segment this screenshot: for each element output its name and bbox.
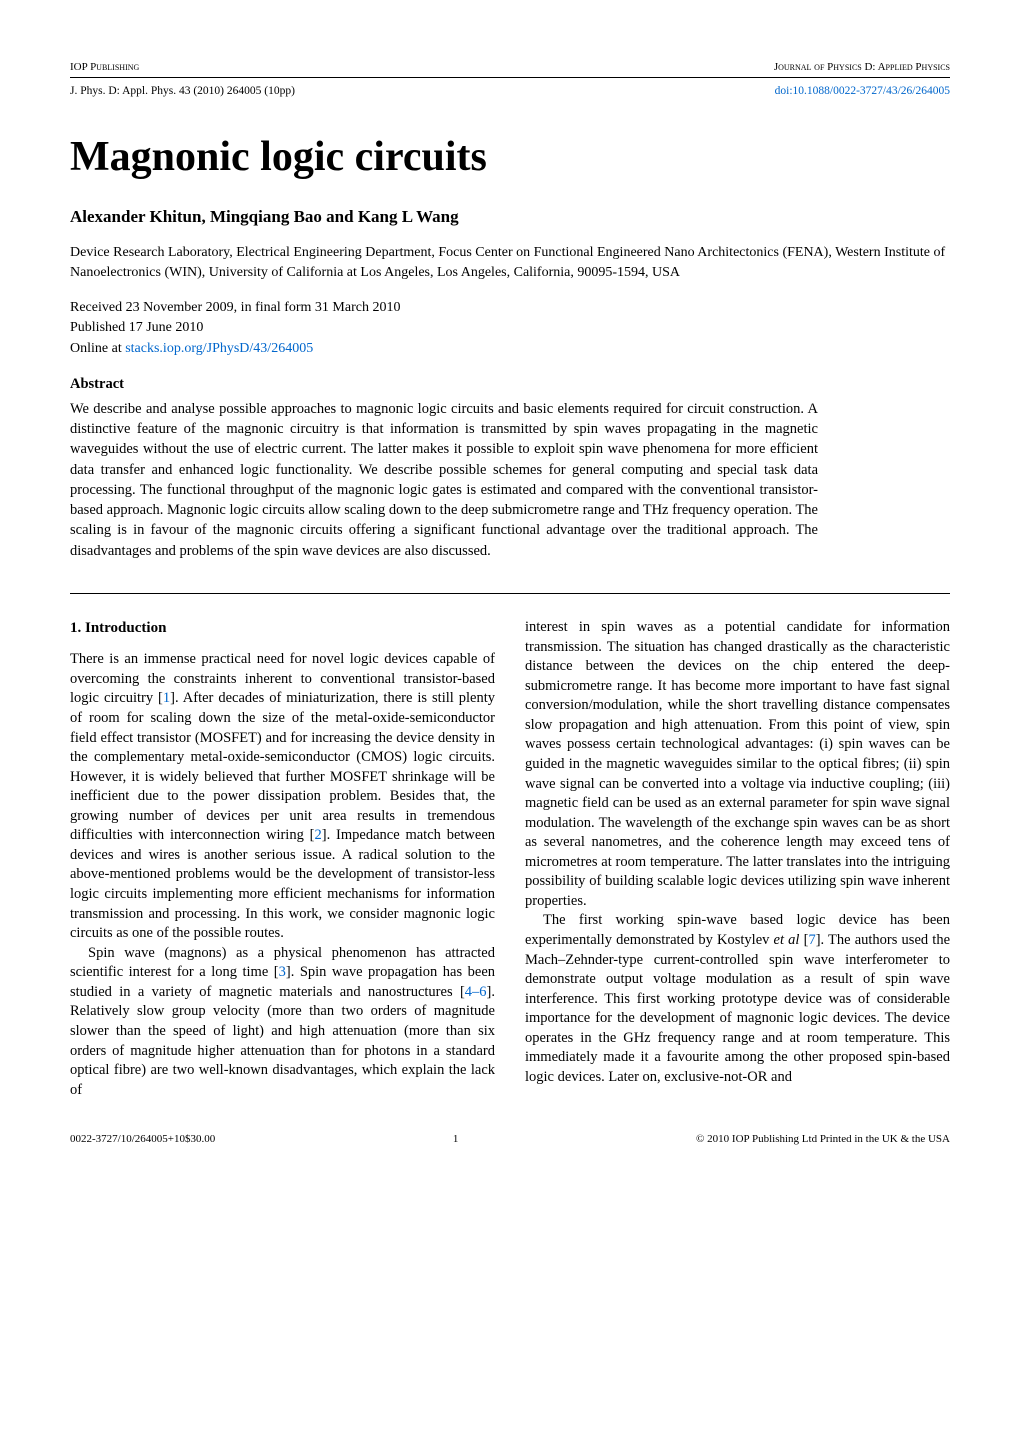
online-line: Online at stacks.iop.org/JPhysD/43/26400… xyxy=(70,339,950,359)
running-header: IOP Publishing Journal of Physics D: App… xyxy=(70,60,950,75)
publisher-name: IOP Publishing xyxy=(70,60,139,75)
affiliation: Device Research Laboratory, Electrical E… xyxy=(70,243,950,282)
received-date: Received 23 November 2009, in final form… xyxy=(70,298,950,318)
footer-left: 0022-3727/10/264005+10$30.00 xyxy=(70,1132,215,1147)
ref-link-4-6[interactable]: 4–6 xyxy=(465,984,487,1000)
abstract-heading: Abstract xyxy=(70,375,950,395)
paragraph: interest in spin waves as a potential ca… xyxy=(525,618,950,911)
paragraph: There is an immense practical need for n… xyxy=(70,650,495,943)
online-link[interactable]: stacks.iop.org/JPhysD/43/264005 xyxy=(125,341,313,356)
body-columns: 1. Introduction There is an immense prac… xyxy=(70,618,950,1100)
doi-link[interactable]: doi:10.1088/0022-3727/43/26/264005 xyxy=(775,84,950,100)
ref-link-3[interactable]: 3 xyxy=(279,964,286,980)
abstract-text: We describe and analyse possible approac… xyxy=(70,399,818,561)
paragraph: The first working spin-wave based logic … xyxy=(525,911,950,1087)
page-footer: 0022-3727/10/264005+10$30.00 1 © 2010 IO… xyxy=(70,1132,950,1147)
article-title: Magnonic logic circuits xyxy=(70,129,950,186)
publication-dates: Received 23 November 2009, in final form… xyxy=(70,298,950,359)
citation-text: J. Phys. D: Appl. Phys. 43 (2010) 264005… xyxy=(70,84,295,100)
footer-copyright: © 2010 IOP Publishing Ltd Printed in the… xyxy=(696,1132,950,1147)
header-rule xyxy=(70,77,950,78)
journal-name: Journal of Physics D: Applied Physics xyxy=(774,60,950,75)
online-prefix: Online at xyxy=(70,341,125,356)
authors: Alexander Khitun, Mingqiang Bao and Kang… xyxy=(70,206,950,229)
page-number: 1 xyxy=(436,1132,476,1147)
et-al-italic: et al xyxy=(774,932,800,948)
citation-row: J. Phys. D: Appl. Phys. 43 (2010) 264005… xyxy=(70,84,950,100)
left-column: 1. Introduction There is an immense prac… xyxy=(70,618,495,1100)
paragraph: Spin wave (magnons) as a physical phenom… xyxy=(70,944,495,1101)
section-heading-1: 1. Introduction xyxy=(70,618,495,638)
ref-link-7[interactable]: 7 xyxy=(808,932,815,948)
right-column: interest in spin waves as a potential ca… xyxy=(525,618,950,1100)
published-date: Published 17 June 2010 xyxy=(70,318,950,338)
ref-link-2[interactable]: 2 xyxy=(315,827,322,843)
section-rule xyxy=(70,593,950,594)
